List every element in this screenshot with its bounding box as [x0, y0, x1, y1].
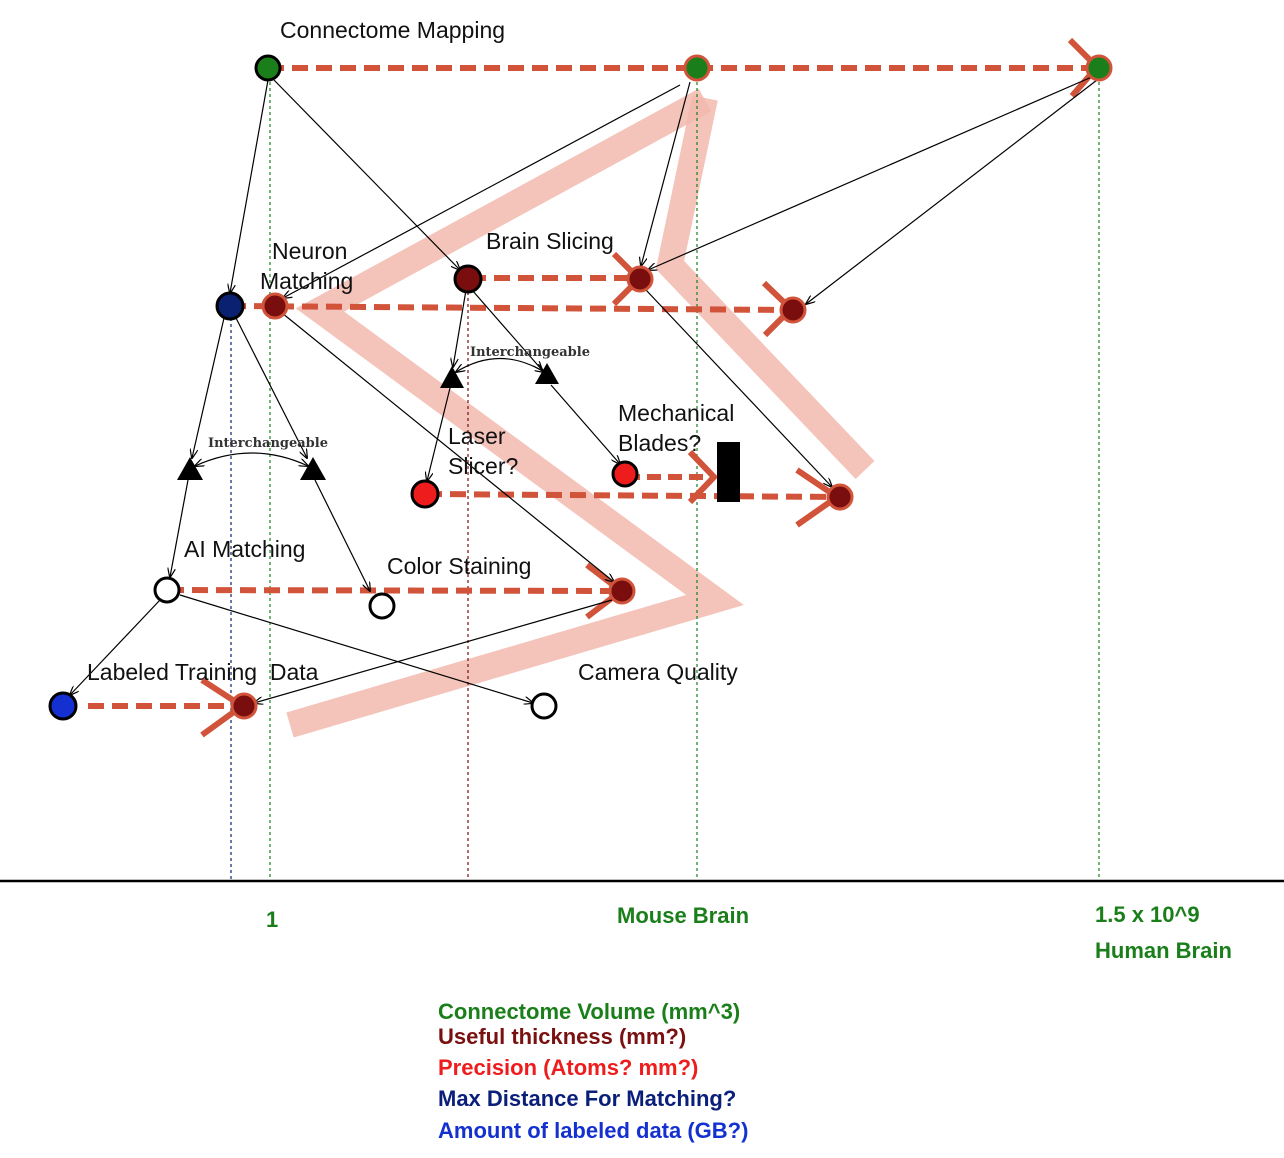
triangle-laser-option: [440, 366, 464, 388]
label-laser-slicer-line1: Laser: [448, 423, 506, 449]
node-slicing-start: [453, 264, 483, 294]
dep-human-to-matching: [806, 79, 1098, 304]
node-slicing-mid: [626, 265, 654, 293]
node-slicing-final: [826, 483, 854, 511]
interchangeable-arrow-upper: [456, 357, 544, 373]
dep-human-to-slicing: [648, 75, 1095, 270]
label-mechanical-blades-line1: Mechanical: [618, 400, 734, 426]
dep-slicing-to-blades-tri: [471, 289, 542, 370]
node-connectome-human: [1085, 54, 1113, 82]
tick-label-human-value: 1.5 x 10^9: [1095, 902, 1200, 927]
progress-matching: [229, 303, 791, 313]
label-neuron-matching-line1: Neuron: [272, 238, 347, 264]
triangle-blades-option: [535, 363, 559, 384]
label-neuron-matching-line2: Matching: [260, 268, 353, 294]
label-labeled-training-data: Labeled Training Data: [87, 659, 319, 685]
tick-label-mouse-brain: Mouse Brain: [617, 903, 749, 928]
dep-matching2-to-staining: [281, 312, 614, 582]
tick-label-human-brain: Human Brain: [1095, 938, 1232, 963]
label-color-staining: Color Staining: [387, 553, 531, 579]
annotation-interchangeable-upper: Interchangeable: [470, 345, 590, 360]
label-brain-slicing: Brain Slicing: [486, 228, 614, 254]
node-matching-blue: [215, 291, 245, 321]
dep-mouse-to-matching: [283, 84, 681, 298]
label-mechanical-blades-line2: Blades?: [618, 430, 701, 456]
node-labeled-start: [48, 691, 78, 721]
node-connectome-start: [254, 54, 282, 82]
dep-mapping-to-slicing: [273, 79, 460, 270]
dep-matching-to-ai-tri: [192, 317, 225, 458]
legend-connectome-volume: Connectome Volume (mm^3): [438, 999, 740, 1024]
zigzag-band-left: [286, 88, 744, 738]
label-connectome-mapping: Connectome Mapping: [280, 17, 505, 43]
triangle-stain-option: [300, 457, 326, 480]
dep-mouse-to-slicing: [641, 81, 691, 266]
dep-laser-tri-to-laser: [427, 387, 451, 481]
interchangeable-arrow-lower: [195, 452, 308, 466]
label-laser-slicer-line2: Slicer?: [448, 453, 518, 479]
legend-precision: Precision (Atoms? mm?): [438, 1055, 698, 1080]
node-connectome-mouse: [683, 54, 711, 82]
dep-ai-to-labeled: [70, 599, 161, 695]
triangle-ai-option: [177, 457, 203, 480]
legend-useful-thickness: Useful thickness (mm?): [438, 1024, 686, 1049]
node-matching-start: [261, 292, 289, 320]
node-color-staining-start: [368, 592, 396, 620]
node-laser: [410, 479, 440, 509]
node-blades: [611, 460, 639, 488]
tick-label-1: 1: [266, 907, 278, 932]
annotation-interchangeable-lower: Interchangeable: [208, 436, 328, 451]
blocker-bar: [717, 442, 740, 502]
legend: Connectome Volume (mm^3) Useful thicknes…: [438, 999, 748, 1143]
dep-blades-tri-to-blades: [550, 384, 620, 464]
label-ai-matching: AI Matching: [184, 536, 305, 562]
dep-matching-to-stain-tri: [235, 317, 307, 458]
dep-ai-tri-to-ai: [170, 479, 189, 577]
dep-stain-tri-to-stain: [314, 479, 370, 591]
legend-max-distance: Max Distance For Matching?: [438, 1086, 736, 1111]
node-matching-end: [779, 296, 807, 324]
progress-laser: [425, 491, 839, 500]
progress-staining: [167, 587, 621, 594]
dep-slicing2-to-final: [645, 289, 832, 487]
dep-staining-to-labeled: [254, 599, 613, 703]
node-labeled-end: [230, 692, 258, 720]
zigzag-band-right: [655, 95, 875, 479]
dep-mapping-to-matching: [230, 79, 269, 293]
node-ai-matching: [153, 576, 181, 604]
node-camera-quality: [530, 692, 558, 720]
dep-slicing-to-laser-tri: [453, 289, 467, 367]
legend-labeled-data: Amount of labeled data (GB?): [438, 1118, 748, 1143]
node-color-staining-end: [608, 577, 636, 605]
dep-ai-to-camera: [179, 594, 533, 703]
label-camera-quality: Camera Quality: [578, 659, 738, 685]
